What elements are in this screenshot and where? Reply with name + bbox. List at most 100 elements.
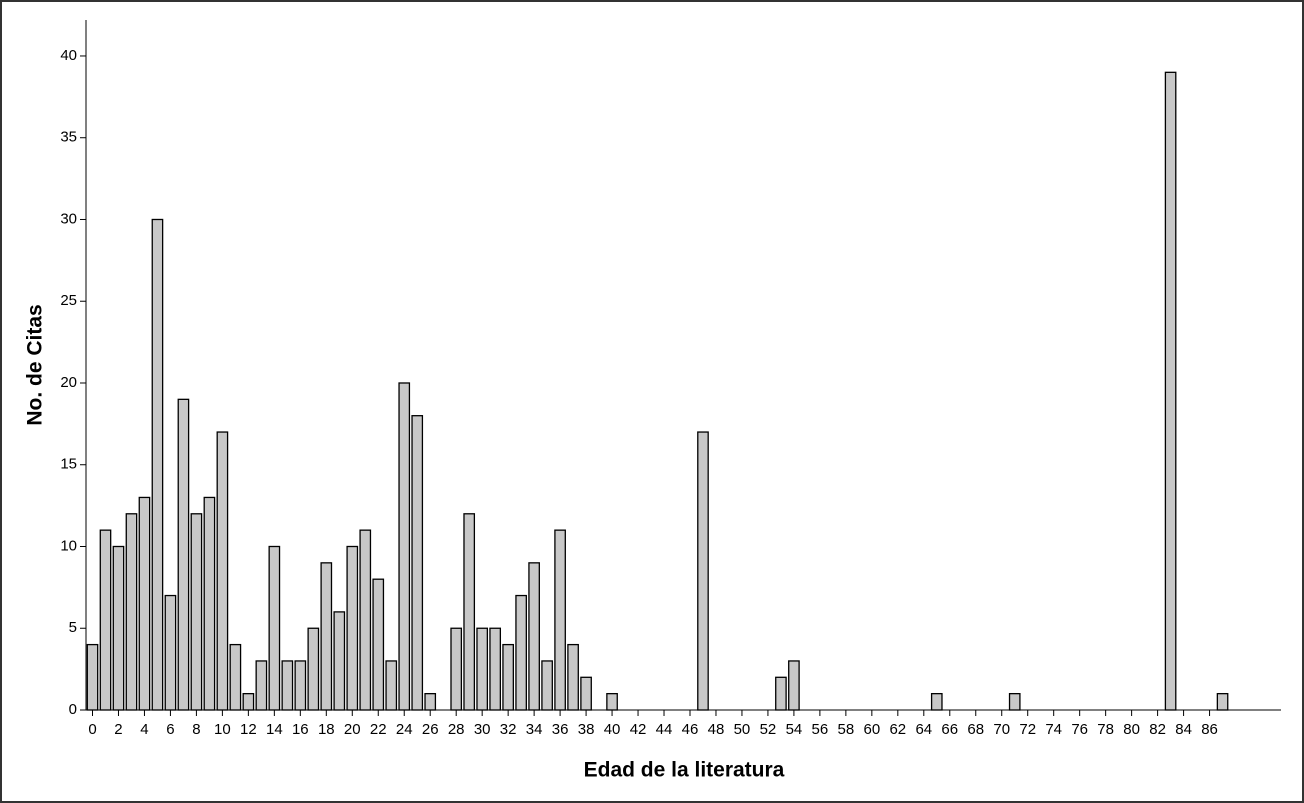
bar bbox=[528, 562, 540, 711]
x-tick-label: 40 bbox=[604, 721, 621, 738]
bar bbox=[580, 676, 592, 711]
bar bbox=[86, 643, 99, 711]
x-tick-label: 46 bbox=[682, 721, 699, 738]
bar bbox=[775, 676, 787, 711]
bar bbox=[320, 562, 333, 711]
bar bbox=[255, 660, 268, 711]
bar bbox=[268, 545, 281, 711]
y-tick-label: 25 bbox=[60, 292, 77, 309]
bar bbox=[346, 545, 359, 711]
x-tick-label: 32 bbox=[500, 721, 517, 738]
x-tick-label: 80 bbox=[1123, 721, 1140, 738]
bar bbox=[1008, 692, 1021, 711]
x-tick-label: 4 bbox=[140, 721, 148, 738]
x-tick-label: 54 bbox=[786, 721, 803, 738]
x-tick-label: 10 bbox=[214, 721, 231, 738]
x-tick-label: 2 bbox=[114, 721, 122, 738]
x-tick-label: 68 bbox=[967, 721, 984, 738]
bar bbox=[307, 627, 320, 711]
x-tick-label: 18 bbox=[318, 721, 335, 738]
x-axis-title: Edad de la literatura bbox=[584, 759, 785, 782]
x-tick-label: 72 bbox=[1019, 721, 1036, 738]
x-tick-label: 64 bbox=[915, 721, 932, 738]
x-tick-label: 28 bbox=[448, 721, 465, 738]
x-tick-label: 86 bbox=[1201, 721, 1218, 738]
bar bbox=[515, 594, 527, 711]
y-tick-label: 20 bbox=[60, 374, 77, 391]
x-tick-label: 66 bbox=[941, 721, 958, 738]
bar bbox=[99, 529, 112, 711]
bar bbox=[1164, 71, 1177, 711]
x-tick-label: 50 bbox=[734, 721, 751, 738]
y-tick-label: 5 bbox=[69, 619, 77, 636]
y-tick-label: 35 bbox=[60, 129, 77, 146]
bar bbox=[411, 415, 424, 711]
bar bbox=[151, 218, 164, 711]
bar bbox=[112, 545, 125, 711]
x-tick-label: 14 bbox=[266, 721, 283, 738]
x-tick-label: 16 bbox=[292, 721, 309, 738]
bar bbox=[203, 496, 216, 711]
bar bbox=[359, 529, 372, 711]
x-tick-label: 44 bbox=[656, 721, 673, 738]
y-tick-label: 30 bbox=[60, 210, 77, 227]
x-tick-label: 20 bbox=[344, 721, 361, 738]
bar bbox=[424, 692, 437, 711]
bar bbox=[606, 692, 618, 711]
x-tick-label: 48 bbox=[708, 721, 725, 738]
x-tick-label: 76 bbox=[1071, 721, 1088, 738]
bar bbox=[294, 660, 307, 711]
x-tick-label: 6 bbox=[166, 721, 174, 738]
bar bbox=[372, 578, 385, 711]
bar bbox=[242, 692, 255, 711]
x-tick-label: 30 bbox=[474, 721, 491, 738]
x-tick-label: 8 bbox=[192, 721, 200, 738]
x-tick-label: 12 bbox=[240, 721, 257, 738]
x-tick-label: 62 bbox=[889, 721, 906, 738]
bar bbox=[190, 513, 203, 711]
x-tick-label: 74 bbox=[1045, 721, 1062, 738]
x-tick-label: 82 bbox=[1149, 721, 1166, 738]
y-tick-label: 15 bbox=[60, 456, 77, 473]
bar bbox=[281, 660, 294, 711]
bar bbox=[463, 513, 476, 711]
x-tick-label: 52 bbox=[760, 721, 777, 738]
bar bbox=[1216, 692, 1229, 711]
bar bbox=[930, 692, 943, 711]
bar bbox=[333, 611, 346, 711]
bar bbox=[476, 627, 489, 711]
bar bbox=[164, 594, 177, 711]
bar bbox=[788, 660, 800, 711]
y-tick-label: 0 bbox=[69, 701, 77, 718]
x-tick-label: 84 bbox=[1175, 721, 1192, 738]
bar bbox=[554, 529, 566, 711]
y-axis-title: No. de Citas bbox=[24, 304, 47, 425]
x-tick-label: 34 bbox=[526, 721, 543, 738]
bar bbox=[398, 382, 411, 711]
bar bbox=[697, 431, 709, 711]
bar bbox=[385, 660, 398, 711]
x-tick-label: 24 bbox=[396, 721, 413, 738]
bar bbox=[177, 398, 190, 711]
y-tick-label: 10 bbox=[60, 537, 77, 554]
bar bbox=[502, 643, 514, 711]
bar bbox=[216, 431, 229, 711]
x-tick-label: 58 bbox=[838, 721, 855, 738]
bar bbox=[541, 660, 553, 711]
y-tick-label: 40 bbox=[60, 47, 77, 64]
x-tick-label: 22 bbox=[370, 721, 387, 738]
bar bbox=[125, 513, 138, 711]
x-tick-label: 42 bbox=[630, 721, 647, 738]
bar bbox=[138, 496, 151, 711]
x-tick-label: 36 bbox=[552, 721, 569, 738]
bar bbox=[229, 643, 242, 711]
x-tick-label: 0 bbox=[88, 721, 96, 738]
x-tick-label: 56 bbox=[812, 721, 829, 738]
bar bbox=[567, 643, 579, 711]
x-tick-label: 70 bbox=[993, 721, 1010, 738]
bar bbox=[450, 627, 463, 711]
x-tick-label: 26 bbox=[422, 721, 439, 738]
x-tick-label: 38 bbox=[578, 721, 595, 738]
